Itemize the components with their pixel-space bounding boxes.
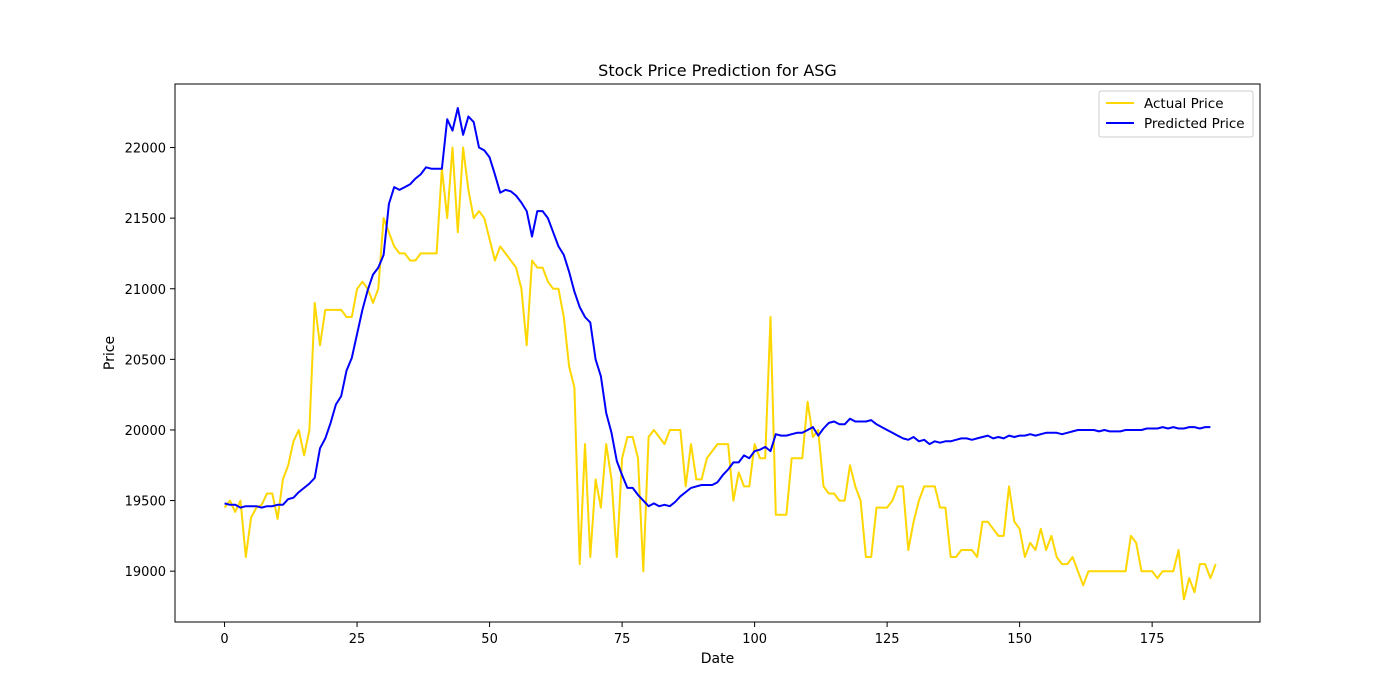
y-tick-label: 19000 [125, 565, 166, 580]
series-line-predicted-price [224, 107, 1211, 509]
legend-label-predicted: Predicted Price [1144, 116, 1245, 132]
plot-area [223, 107, 1217, 601]
y-axis: 19000 19500 20000 20500 21000 21500 22000 [125, 142, 175, 580]
x-tick-label: 100 [742, 632, 767, 647]
chart-title: Stock Price Prediction for ASG [598, 61, 837, 80]
x-tick-label: 125 [875, 632, 900, 647]
y-tick-label: 19500 [125, 495, 166, 510]
x-tick-label: 50 [481, 632, 498, 647]
y-tick-label: 20500 [125, 353, 166, 368]
series-line-actual-price [223, 146, 1217, 601]
legend-label-actual: Actual Price [1144, 96, 1224, 112]
legend-box [1098, 90, 1254, 138]
x-tick-label: 150 [1007, 632, 1032, 647]
axes-frame [174, 83, 1261, 623]
y-tick-label: 22000 [125, 142, 166, 157]
x-axis: 0 25 50 75 100 125 150 175 [220, 622, 1165, 647]
y-tick-label: 20000 [125, 424, 166, 439]
y-tick-label: 21500 [125, 212, 166, 227]
y-axis-label: Price [102, 336, 118, 370]
x-tick-label: 25 [349, 632, 366, 647]
legend: Actual Price Predicted Price [1098, 90, 1254, 138]
x-axis-label: Date [701, 651, 734, 667]
y-tick-label: 21000 [125, 283, 166, 298]
x-tick-label: 0 [220, 632, 228, 647]
x-tick-label: 75 [614, 632, 631, 647]
x-tick-label: 175 [1140, 632, 1165, 647]
